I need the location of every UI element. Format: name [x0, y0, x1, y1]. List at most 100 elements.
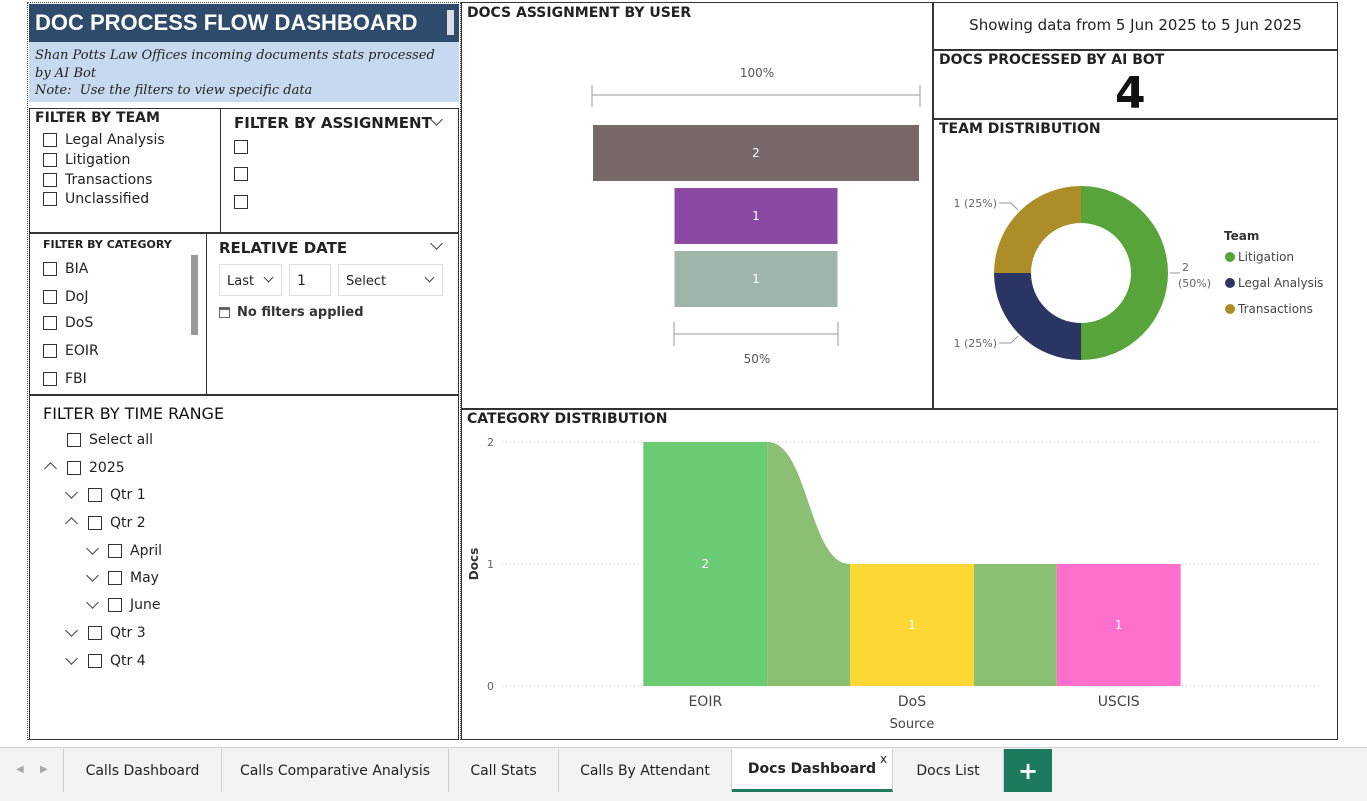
checkbox[interactable] [88, 488, 102, 502]
tab-calls-dashboard[interactable]: Calls Dashboard [64, 749, 222, 792]
tab-docs-dashboard[interactable]: Docs Dashboard [732, 749, 893, 792]
checkbox[interactable] [43, 133, 57, 147]
funnel-bar [593, 125, 919, 181]
plus-icon: + [1017, 756, 1039, 785]
funnel-bottom-label: 50% [744, 352, 771, 366]
checkbox[interactable] [108, 571, 122, 585]
time-option-select-all[interactable]: Select all [67, 432, 153, 448]
donut-leader-line [1010, 335, 1019, 344]
donut-slice [994, 273, 1081, 360]
donut-data-label: 2 [1182, 261, 1189, 274]
checkbox[interactable] [67, 461, 81, 475]
funnel-bar-label: 1 [752, 209, 760, 223]
time-option-qtr4[interactable]: Qtr 4 [88, 653, 146, 669]
checkbox[interactable] [43, 173, 57, 187]
time-option-april[interactable]: April [108, 543, 162, 559]
close-tab-icon[interactable]: x [880, 752, 888, 766]
tab-scroll-right-icon[interactable]: ▶ [40, 764, 48, 775]
donut-data-label: 1 (25%) [953, 337, 997, 350]
checkbox[interactable] [43, 372, 57, 386]
checkbox[interactable] [108, 598, 122, 612]
legend-item: Litigation [1238, 250, 1294, 264]
page-title: DOC PROCESS FLOW DASHBOARD [35, 10, 418, 35]
checkbox[interactable] [234, 167, 248, 181]
legend-item: Legal Analysis [1238, 276, 1323, 290]
ribbon-band [974, 564, 1057, 686]
checkbox[interactable] [43, 290, 57, 304]
legend-marker [1225, 304, 1235, 314]
tab-calls-comparative-analysis[interactable]: Calls Comparative Analysis [222, 749, 449, 792]
filter-team-panel [29, 108, 221, 233]
checkbox[interactable] [43, 153, 57, 167]
team-option-litigation[interactable]: Litigation [43, 152, 130, 168]
x-tick-label: DoS [898, 694, 926, 710]
time-option-qtr1[interactable]: Qtr 1 [88, 487, 146, 503]
date-range-card [933, 2, 1338, 50]
docs-processed-title: DOCS PROCESSED BY AI BOT [939, 52, 1165, 68]
time-option-june[interactable]: June [108, 597, 161, 613]
relative-date-title: RELATIVE DATE [219, 239, 348, 257]
category-option-bia[interactable]: BIA [43, 261, 88, 277]
category-scrollbar[interactable] [191, 255, 198, 335]
time-option-may[interactable]: May [108, 570, 159, 586]
category-option-fbi[interactable]: FBI [43, 371, 87, 387]
relative-date-mode-select[interactable]: Last [219, 264, 282, 296]
checkbox[interactable] [67, 433, 81, 447]
category-option-eoir[interactable]: EOIR [43, 343, 99, 359]
team-option-transactions[interactable]: Transactions [43, 172, 152, 188]
checkbox[interactable] [88, 626, 102, 640]
team-donut-chart: 2 (50%) 1 (25%) 1 (25%) Team Litigation Lega… [953, 186, 1323, 360]
checkbox[interactable] [234, 140, 248, 154]
checkbox[interactable] [43, 344, 57, 358]
assignment-option-2[interactable] [234, 167, 248, 181]
tab-docs-list[interactable]: Docs List [893, 749, 1004, 792]
team-distribution-title: TEAM DISTRIBUTION [939, 121, 1101, 137]
filter-assignment-title: FILTER BY ASSIGNMENT [234, 114, 432, 132]
relative-date-count-input[interactable]: 1 [289, 264, 331, 296]
category-distribution-title: CATEGORY DISTRIBUTION [467, 411, 668, 427]
tab-calls-by-attendant[interactable]: Calls By Attendant [559, 749, 732, 792]
title-scroll-handle[interactable] [447, 10, 454, 35]
time-option-2025[interactable]: 2025 [67, 460, 125, 476]
team-option-legal-analysis[interactable]: Legal Analysis [43, 132, 165, 148]
team-option-unclassified[interactable]: Unclassified [43, 191, 149, 207]
checkbox[interactable] [43, 262, 57, 276]
checkbox[interactable] [43, 316, 57, 330]
category-bar [1056, 564, 1181, 686]
checkbox[interactable] [88, 654, 102, 668]
bar-data-label: 1 [908, 618, 916, 632]
note-text: Note: Use the filters to view specific d… [35, 83, 313, 98]
donut-data-label: (50%) [1178, 277, 1211, 290]
checkbox[interactable] [43, 192, 57, 206]
time-option-qtr3[interactable]: Qtr 3 [88, 625, 146, 641]
checkbox[interactable] [88, 516, 102, 530]
bar-data-label: 1 [1115, 618, 1123, 632]
time-option-qtr2[interactable]: Qtr 2 [88, 515, 146, 531]
donut-slice [1081, 186, 1168, 360]
checkbox[interactable] [108, 544, 122, 558]
y-axis-label: Docs [467, 548, 481, 580]
tab-bar [0, 747, 1367, 801]
x-tick-label: USCIS [1098, 694, 1140, 710]
category-option-dos[interactable]: DoS [43, 315, 93, 331]
docs-processed-card [933, 50, 1338, 119]
filter-category-panel [29, 233, 207, 395]
tab-call-stats[interactable]: Call Stats [449, 749, 559, 792]
checkbox[interactable] [234, 195, 248, 209]
time-range-panel [29, 395, 459, 740]
relative-date-panel [206, 233, 459, 395]
category-option-doj[interactable]: DoJ [43, 289, 88, 305]
x-tick-label: EOIR [688, 694, 722, 710]
funnel-bar [674, 188, 838, 244]
date-range-text: Showing data from 5 Jun 2025 to 5 Jun 20… [969, 16, 1302, 34]
assignment-option-3[interactable] [234, 195, 248, 209]
funnel-bar [674, 251, 838, 307]
add-tab-button[interactable]: + [1004, 749, 1052, 792]
donut-leader-line [1010, 202, 1019, 211]
tab-scroll-left-icon[interactable]: ◀ [16, 764, 24, 775]
description-box [29, 42, 459, 102]
assignment-option-1[interactable] [234, 140, 248, 154]
relative-date-status: No filters applied [237, 305, 364, 320]
relative-date-unit-select[interactable]: Select [338, 264, 443, 296]
funnel-bar-label: 2 [752, 146, 760, 160]
